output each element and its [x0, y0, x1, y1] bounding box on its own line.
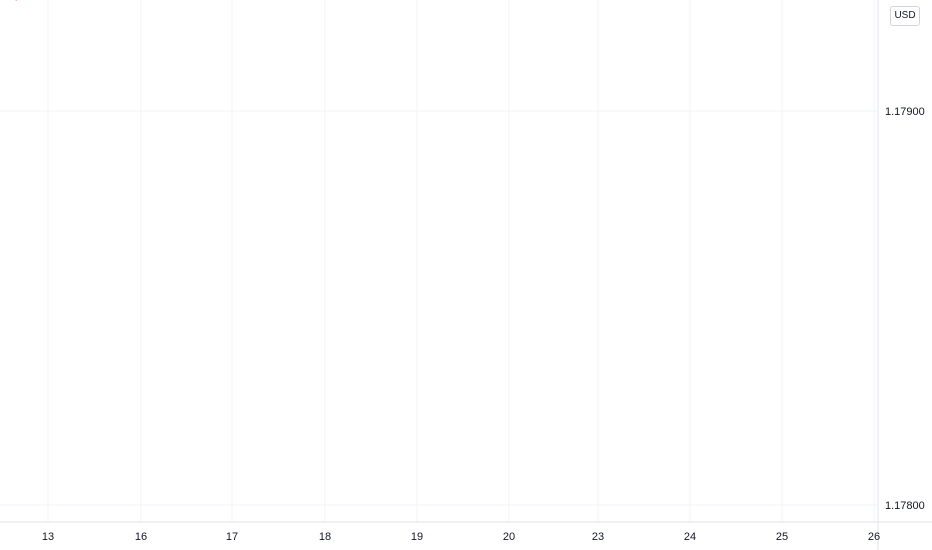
currency-button[interactable]: USD	[890, 6, 920, 26]
time-tick-label: 18	[319, 531, 331, 543]
chart-grid	[0, 0, 878, 522]
candles	[15, 0, 17, 1]
time-tick-label: 26	[868, 531, 880, 543]
price-tick-label: 1.17900	[885, 106, 925, 118]
time-tick-label: 19	[411, 531, 423, 543]
price-tick-label: 1.17800	[885, 500, 925, 512]
price-scale: 1.178001.179001.180001.184001.185001.186…	[877, 0, 925, 550]
time-tick-label: 25	[776, 531, 788, 543]
time-tick-label: 20	[503, 531, 515, 543]
time-tick-label: 13	[42, 531, 54, 543]
time-tick-label: 16	[135, 531, 147, 543]
time-tick-label: 24	[684, 531, 696, 543]
time-tick-label: 23	[592, 531, 604, 543]
time-tick-label: 17	[226, 531, 238, 543]
time-scale: 13 16 17 18 19 20 23 24 25 26	[0, 521, 932, 543]
